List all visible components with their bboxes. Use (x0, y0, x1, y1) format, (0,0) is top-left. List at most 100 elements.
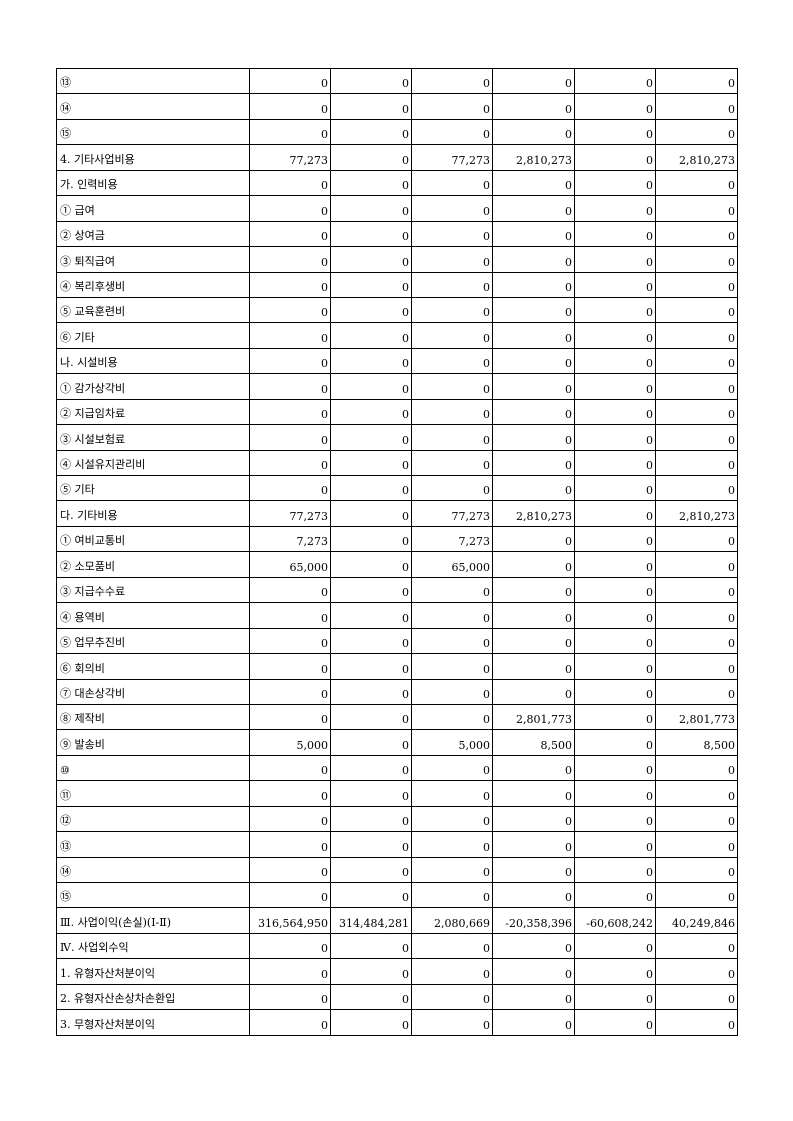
finance-table: ⑬ 0 0 0 0 0 0 ⑭ 0 0 0 0 0 0 ⑮ 0 0 0 0 0 0 4. 기타사업비용 77,273 0 77,… (56, 67, 738, 1036)
amount-cell: 0 (655, 805, 738, 833)
amount-cell: 5,000 (411, 729, 493, 756)
amount-cell: 0 (492, 551, 575, 578)
amount-cell: 0 (655, 678, 738, 705)
amount-cell: 0 (249, 780, 331, 807)
amount-cell: 0 (655, 474, 738, 502)
amount-cell: 0 (411, 322, 493, 349)
row-label: ③ 퇴직급여 (56, 246, 250, 273)
row-label: 4. 기타사업비용 (56, 144, 250, 171)
amount-cell: 0 (574, 296, 656, 324)
amount-cell: 0 (330, 627, 412, 655)
amount-cell: 0 (492, 983, 575, 1011)
amount-cell: 0 (492, 678, 575, 705)
amount-cell: 0 (330, 67, 412, 95)
amount-cell: 0 (249, 67, 331, 95)
amount-cell: 0 (655, 653, 738, 680)
amount-cell: 2,080,669 (411, 907, 493, 934)
amount-cell: 0 (330, 195, 412, 222)
row-label: 나. 시설비용 (56, 347, 250, 375)
amount-cell: 0 (574, 93, 656, 120)
amount-cell: 0 (492, 93, 575, 120)
amount-cell: 0 (411, 856, 493, 884)
amount-cell: 0 (411, 169, 493, 197)
row-label: ⑨ 발송비 (56, 729, 250, 756)
amount-cell: 0 (411, 195, 493, 222)
amount-cell: 0 (330, 169, 412, 197)
amount-cell: 0 (411, 1009, 493, 1036)
amount-cell: 0 (330, 144, 412, 171)
amount-cell: 0 (655, 551, 738, 578)
amount-cell: 0 (574, 576, 656, 604)
table-row: ⑤ 교육훈련비 0 0 0 0 0 0 (56, 296, 738, 324)
amount-cell: 0 (492, 754, 575, 782)
amount-cell: 2,801,773 (655, 703, 738, 731)
row-label: Ⅲ. 사업이익(손실)(Ⅰ-Ⅱ) (56, 907, 250, 934)
amount-cell: 7,273 (411, 525, 493, 553)
amount-cell: 0 (574, 805, 656, 833)
amount-cell: 0 (411, 347, 493, 375)
amount-cell: 0 (330, 754, 412, 782)
amount-cell: 40,249,846 (655, 907, 738, 934)
amount-cell: 0 (492, 627, 575, 655)
amount-cell: 0 (411, 780, 493, 807)
amount-cell: 0 (574, 373, 656, 400)
amount-cell: 77,273 (411, 500, 493, 527)
amount-cell: 0 (492, 118, 575, 146)
amount-cell: 0 (249, 474, 331, 502)
amount-cell: 0 (411, 373, 493, 400)
amount-cell: 0 (492, 424, 575, 451)
amount-cell: 0 (330, 220, 412, 248)
row-label: ⑮ (56, 118, 250, 146)
amount-cell: 0 (330, 373, 412, 400)
amount-cell: 0 (411, 398, 493, 426)
amount-cell: 0 (249, 602, 331, 629)
amount-cell: 0 (655, 347, 738, 375)
amount-cell: 0 (492, 67, 575, 95)
amount-cell: 0 (411, 805, 493, 833)
amount-cell: 0 (249, 322, 331, 349)
amount-cell: 0 (330, 118, 412, 146)
row-label: ⑮ (56, 881, 250, 909)
table-row: ④ 용역비 0 0 0 0 0 0 (56, 602, 738, 629)
amount-cell: 0 (330, 424, 412, 451)
amount-cell: 0 (574, 474, 656, 502)
amount-cell: 0 (249, 983, 331, 1011)
amount-cell: 0 (492, 169, 575, 197)
amount-cell: 0 (574, 729, 656, 756)
amount-cell: 0 (655, 195, 738, 222)
amount-cell: 0 (330, 983, 412, 1011)
amount-cell: 0 (411, 627, 493, 655)
amount-cell: 0 (330, 525, 412, 553)
amount-cell: 0 (574, 602, 656, 629)
amount-cell: 0 (574, 754, 656, 782)
amount-cell: 0 (492, 576, 575, 604)
amount-cell: 0 (411, 67, 493, 95)
amount-cell: 0 (574, 678, 656, 705)
amount-cell: 0 (655, 780, 738, 807)
amount-cell: 0 (330, 296, 412, 324)
table-row: ③ 퇴직급여 0 0 0 0 0 0 (56, 246, 738, 273)
amount-cell: 2,810,273 (492, 144, 575, 171)
amount-cell: 0 (655, 449, 738, 477)
row-label: ⑥ 회의비 (56, 653, 250, 680)
amount-cell: 0 (411, 474, 493, 502)
amount-cell: 0 (655, 1009, 738, 1036)
row-label: 다. 기타비용 (56, 500, 250, 527)
amount-cell: 0 (574, 703, 656, 731)
amount-cell: 0 (492, 653, 575, 680)
amount-cell: 0 (574, 144, 656, 171)
table-row: ④ 복리후생비 0 0 0 0 0 0 (56, 271, 738, 298)
table-row: ② 지급임차료 0 0 0 0 0 0 (56, 398, 738, 426)
amount-cell: 0 (249, 169, 331, 197)
amount-cell: 0 (574, 856, 656, 884)
table-row: ③ 시설보험료 0 0 0 0 0 0 (56, 424, 738, 451)
table-row: 가. 인력비용 0 0 0 0 0 0 (56, 169, 738, 197)
amount-cell: 0 (655, 576, 738, 604)
amount-cell: 0 (330, 932, 412, 960)
amount-cell: 0 (330, 653, 412, 680)
amount-cell: 0 (655, 93, 738, 120)
row-label: ⑭ (56, 856, 250, 884)
amount-cell: 0 (574, 220, 656, 248)
